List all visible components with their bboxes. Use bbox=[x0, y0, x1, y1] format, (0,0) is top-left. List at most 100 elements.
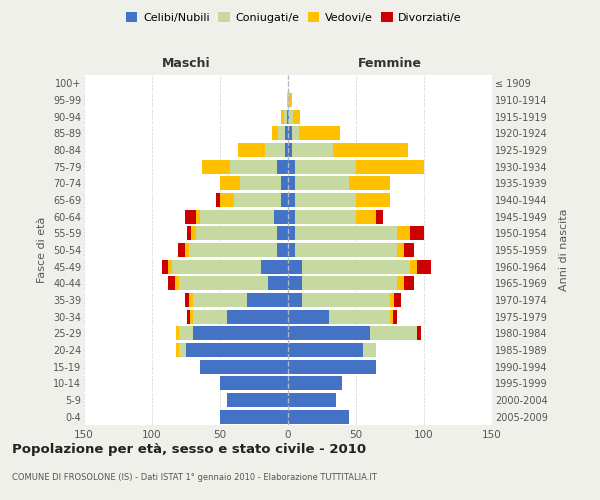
Bar bbox=[196, 226, 277, 240]
Bar bbox=[288, 293, 302, 307]
Bar bbox=[288, 310, 329, 324]
Bar bbox=[349, 176, 390, 190]
Bar bbox=[295, 243, 397, 257]
Bar bbox=[274, 210, 288, 224]
Bar bbox=[397, 243, 404, 257]
Bar bbox=[187, 310, 190, 324]
Bar bbox=[299, 126, 340, 140]
Bar bbox=[390, 310, 393, 324]
Bar bbox=[356, 193, 390, 207]
Bar bbox=[288, 393, 335, 407]
Bar bbox=[277, 160, 288, 174]
Bar bbox=[288, 343, 363, 357]
Bar bbox=[289, 93, 292, 107]
Bar bbox=[233, 193, 281, 207]
Y-axis label: Fasce di età: Fasce di età bbox=[37, 217, 47, 283]
Bar bbox=[169, 276, 175, 290]
Bar bbox=[176, 343, 179, 357]
Bar bbox=[288, 210, 295, 224]
Y-axis label: Anni di nascita: Anni di nascita bbox=[559, 208, 569, 291]
Bar bbox=[288, 110, 289, 124]
Bar bbox=[278, 126, 285, 140]
Bar bbox=[285, 143, 288, 157]
Text: Femmine: Femmine bbox=[358, 57, 422, 70]
Bar bbox=[247, 293, 288, 307]
Bar bbox=[265, 143, 285, 157]
Bar bbox=[288, 376, 343, 390]
Bar bbox=[261, 260, 288, 274]
Bar bbox=[417, 260, 431, 274]
Bar bbox=[293, 110, 300, 124]
Bar bbox=[376, 210, 383, 224]
Bar bbox=[272, 126, 278, 140]
Bar bbox=[288, 360, 376, 374]
Bar bbox=[333, 143, 407, 157]
Bar bbox=[185, 210, 196, 224]
Bar bbox=[277, 226, 288, 240]
Bar bbox=[404, 276, 415, 290]
Bar bbox=[394, 293, 401, 307]
Bar bbox=[288, 326, 370, 340]
Legend: Celibi/Nubili, Coniugati/e, Vedovi/e, Divorziati/e: Celibi/Nubili, Coniugati/e, Vedovi/e, Di… bbox=[122, 8, 466, 28]
Bar bbox=[393, 310, 397, 324]
Bar bbox=[216, 193, 220, 207]
Bar bbox=[397, 226, 410, 240]
Bar bbox=[220, 376, 288, 390]
Bar bbox=[417, 326, 421, 340]
Bar bbox=[356, 210, 376, 224]
Bar bbox=[172, 260, 261, 274]
Bar bbox=[193, 310, 227, 324]
Bar bbox=[190, 310, 193, 324]
Bar bbox=[200, 210, 274, 224]
Bar bbox=[287, 110, 288, 124]
Bar bbox=[220, 176, 241, 190]
Bar bbox=[302, 260, 410, 274]
Bar bbox=[179, 276, 268, 290]
Text: COMUNE DI FROSOLONE (IS) - Dati ISTAT 1° gennaio 2010 - Elaborazione TUTTITALIA.: COMUNE DI FROSOLONE (IS) - Dati ISTAT 1°… bbox=[12, 472, 377, 482]
Bar bbox=[193, 326, 288, 340]
Bar bbox=[238, 143, 265, 157]
Bar bbox=[288, 226, 295, 240]
Bar bbox=[287, 93, 288, 107]
Bar bbox=[285, 126, 288, 140]
Bar bbox=[295, 160, 356, 174]
Bar bbox=[288, 410, 349, 424]
Bar bbox=[302, 293, 390, 307]
Bar bbox=[185, 243, 189, 257]
Bar bbox=[397, 276, 404, 290]
Bar bbox=[179, 326, 193, 340]
Bar bbox=[281, 110, 284, 124]
Bar bbox=[288, 93, 289, 107]
Bar bbox=[191, 226, 196, 240]
Bar bbox=[295, 193, 356, 207]
Bar bbox=[179, 343, 186, 357]
Bar bbox=[363, 343, 376, 357]
Bar bbox=[277, 243, 288, 257]
Bar bbox=[295, 210, 356, 224]
Bar bbox=[292, 143, 333, 157]
Bar bbox=[281, 176, 288, 190]
Bar bbox=[404, 243, 415, 257]
Bar bbox=[230, 160, 277, 174]
Bar bbox=[288, 143, 292, 157]
Bar bbox=[193, 293, 247, 307]
Bar bbox=[169, 260, 172, 274]
Bar bbox=[189, 243, 277, 257]
Text: Popolazione per età, sesso e stato civile - 2010: Popolazione per età, sesso e stato civil… bbox=[12, 442, 366, 456]
Bar bbox=[178, 243, 185, 257]
Bar bbox=[390, 293, 394, 307]
Bar bbox=[175, 276, 179, 290]
Bar bbox=[176, 326, 179, 340]
Bar bbox=[227, 310, 288, 324]
Bar bbox=[186, 343, 288, 357]
Bar bbox=[288, 126, 292, 140]
Bar bbox=[161, 260, 169, 274]
Bar bbox=[295, 226, 397, 240]
Bar bbox=[288, 193, 295, 207]
Bar bbox=[370, 326, 417, 340]
Bar bbox=[295, 176, 349, 190]
Bar bbox=[288, 243, 295, 257]
Bar bbox=[227, 393, 288, 407]
Bar bbox=[220, 193, 233, 207]
Bar bbox=[356, 160, 424, 174]
